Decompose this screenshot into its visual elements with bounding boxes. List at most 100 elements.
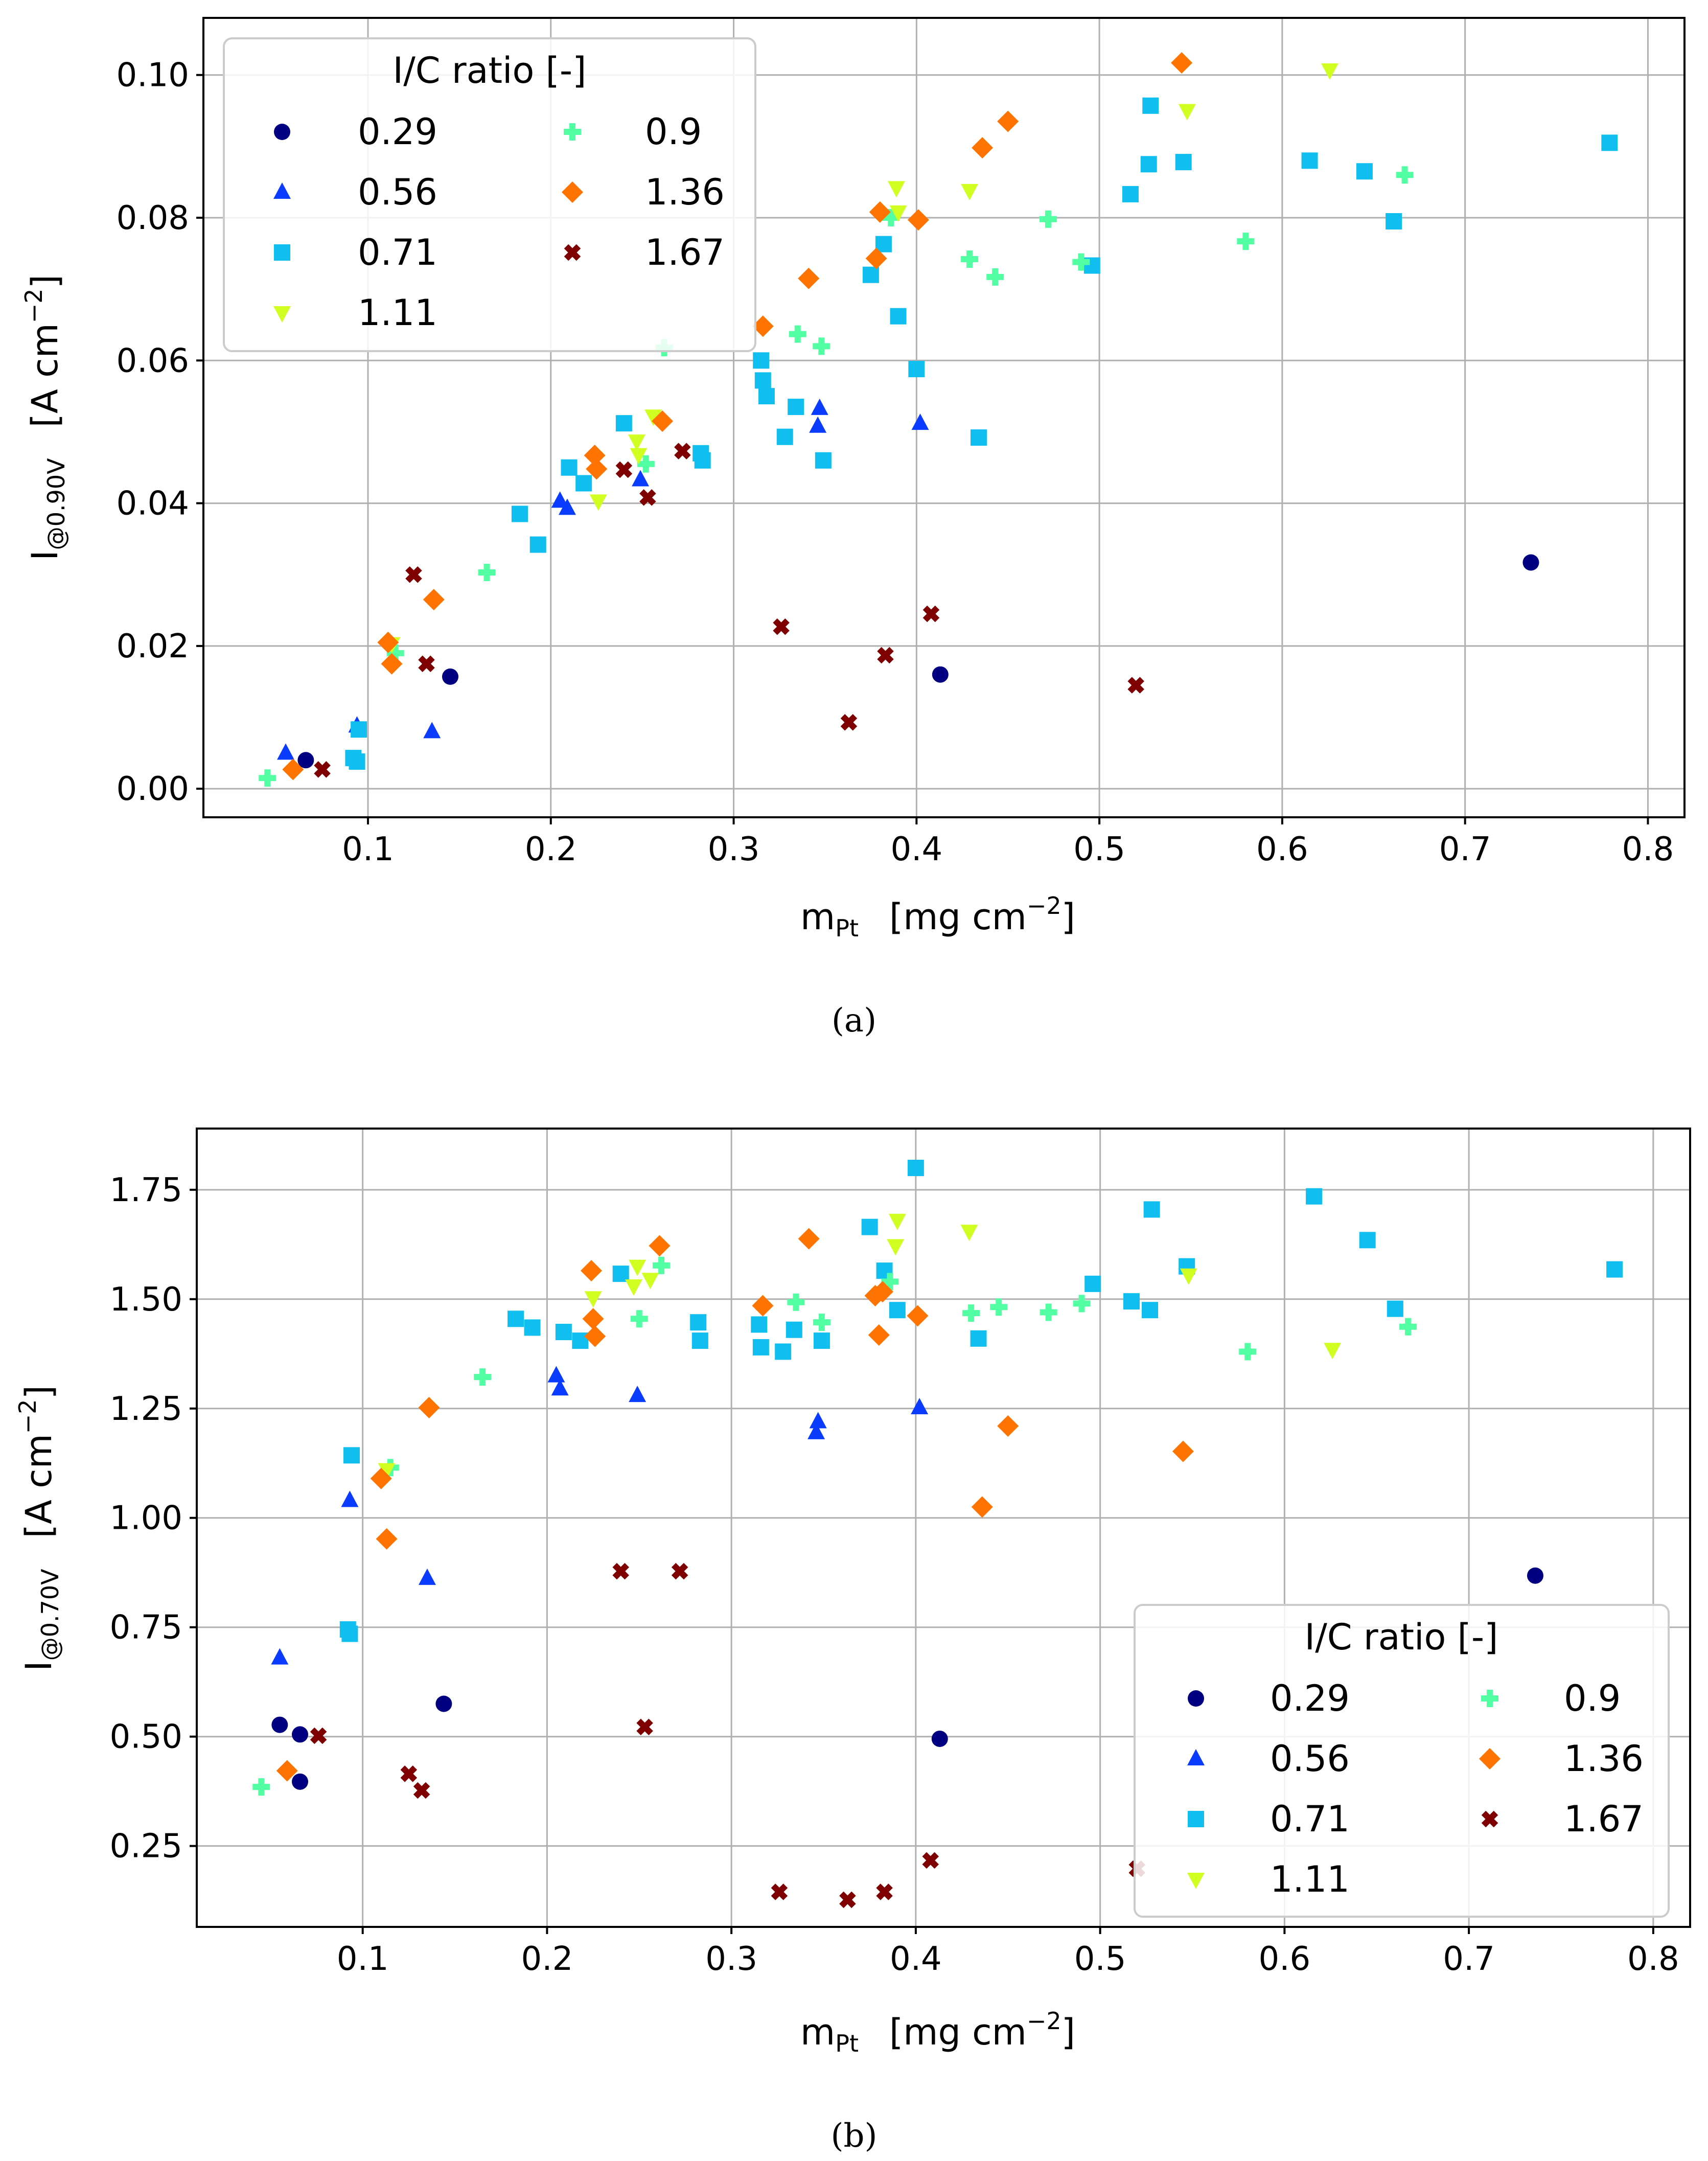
data-point-1.67 [773, 618, 790, 635]
legend-marker-1.36 [562, 181, 583, 203]
data-point-0.71 [908, 361, 925, 378]
x-axis-title-a: mPt [mg cm−2] [800, 892, 1075, 942]
legend-label-a-0.56: 0.56 [358, 171, 437, 213]
data-point-1.11 [625, 1279, 642, 1296]
data-point-0.9 [1237, 233, 1255, 250]
legend-label-b-0.9: 0.9 [1564, 1677, 1621, 1719]
legend-box-a [223, 37, 756, 352]
data-point-0.71 [555, 1323, 572, 1340]
data-point-0.9 [787, 1293, 805, 1311]
data-point-1.67 [310, 1727, 327, 1744]
legend-box-b [1134, 1604, 1670, 1918]
legend-marker-1.67 [1481, 1810, 1498, 1828]
chart-b: 0.1 0.2 0.3 0.4 0.5 0.6 0.7 0.8 0.25 0.50 0.75 1.00… [14, 1128, 1691, 2155]
data-point-0.29 [435, 1695, 452, 1712]
x-tick-label: 0.1 [342, 831, 394, 868]
data-point-0.9 [1073, 1295, 1091, 1313]
data-point-1.67 [922, 605, 940, 623]
x-tick-label: 0.3 [705, 1940, 757, 1978]
data-point-0.9 [962, 1304, 980, 1322]
data-point-0.9 [1040, 1303, 1057, 1321]
data-point-0.56 [418, 1568, 436, 1585]
data-point-0.56 [811, 398, 828, 415]
data-point-1.67 [636, 1718, 653, 1736]
data-point-1.36 [423, 589, 445, 611]
data-point-0.71 [1142, 1302, 1159, 1319]
data-point-0.29 [297, 752, 314, 769]
legend-marker-0.71 [1188, 1811, 1204, 1827]
data-point-0.71 [1356, 163, 1373, 180]
data-point-1.67 [671, 1562, 688, 1580]
data-point-1.11 [1324, 1343, 1342, 1360]
data-point-0.9 [474, 1368, 492, 1386]
data-point-1.36 [868, 1324, 890, 1346]
legend-marker-0.29 [1188, 1690, 1204, 1707]
data-point-0.9 [653, 1256, 671, 1274]
data-point-1.67 [405, 566, 422, 583]
legend-marker-1.67 [564, 244, 581, 261]
data-point-0.71 [786, 1321, 802, 1338]
y-tick-label: 0.50 [110, 1718, 183, 1756]
data-point-0.29 [442, 668, 458, 685]
data-point-1.11 [1178, 104, 1196, 121]
data-point-1.67 [615, 461, 633, 478]
legend-label-a-0.9: 0.9 [645, 111, 702, 153]
legend-marker-0.29 [274, 124, 290, 140]
data-point-1.67 [839, 1891, 856, 1909]
data-point-0.71 [615, 415, 632, 432]
data-point-0.71 [690, 1314, 707, 1331]
data-point-0.71 [1301, 152, 1318, 169]
ticks-b: 0.1 0.2 0.3 0.4 0.5 0.6 0.7 0.8 0.25 0.50 0.75 1.00… [110, 1171, 1679, 1978]
data-point-0.56 [911, 1398, 929, 1415]
legend-a: I/C ratio [-] 0.29 0.56 0.71 1.11 0.9 1.… [223, 37, 756, 352]
data-point-0.71 [691, 1332, 708, 1349]
data-point-0.56 [632, 470, 650, 487]
caption-b: (b) [831, 2117, 878, 2155]
data-point-0.29 [1527, 1567, 1543, 1584]
data-point-0.9 [813, 1314, 830, 1331]
data-point-0.9 [252, 1778, 270, 1796]
plot-frame-a [202, 17, 1686, 818]
data-point-0.71 [788, 399, 804, 416]
data-point-0.9 [881, 1273, 899, 1291]
data-point-1.11 [628, 434, 645, 451]
x-tick-label: 0.1 [337, 1940, 389, 1978]
data-point-0.56 [629, 1386, 647, 1403]
data-point-0.71 [1386, 213, 1402, 229]
data-point-1.36 [752, 1295, 774, 1317]
data-point-0.56 [911, 413, 929, 430]
points-b [252, 1160, 1623, 1909]
data-point-0.56 [809, 1412, 827, 1429]
data-point-0.71 [753, 352, 770, 369]
data-point-1.67 [639, 489, 656, 506]
data-point-1.36 [798, 267, 820, 289]
data-point-0.71 [524, 1319, 541, 1336]
data-point-0.29 [932, 666, 949, 683]
data-point-1.36 [376, 1528, 398, 1550]
data-point-0.9 [1239, 1343, 1257, 1361]
data-point-1.67 [674, 443, 691, 459]
data-point-1.36 [584, 445, 606, 467]
x-tick-label: 0.7 [1439, 831, 1491, 868]
data-point-1.11 [1180, 1268, 1197, 1285]
data-point-1.11 [887, 1239, 905, 1256]
data-point-0.9 [789, 325, 806, 343]
data-point-0.56 [551, 1379, 569, 1396]
x-tick-label: 0.6 [1256, 831, 1308, 868]
data-point-0.71 [970, 1330, 987, 1347]
data-point-0.71 [1606, 1261, 1623, 1278]
data-point-1.36 [972, 137, 994, 159]
data-point-0.9 [386, 644, 404, 662]
legend-label-a-1.67: 1.67 [645, 232, 725, 273]
data-point-0.71 [754, 372, 771, 389]
y-tick-label: 0.02 [117, 628, 190, 665]
legend-marker-0.9 [1481, 1690, 1498, 1707]
data-point-0.71 [813, 1332, 830, 1349]
x-tick-label: 0.3 [708, 831, 760, 868]
legend-label-b-0.56: 0.56 [1270, 1738, 1350, 1780]
legend-marker-1.36 [1479, 1748, 1501, 1769]
data-point-0.71 [511, 505, 528, 522]
x-tick-label: 0.2 [525, 831, 577, 868]
legend-marker-0.9 [564, 123, 581, 141]
